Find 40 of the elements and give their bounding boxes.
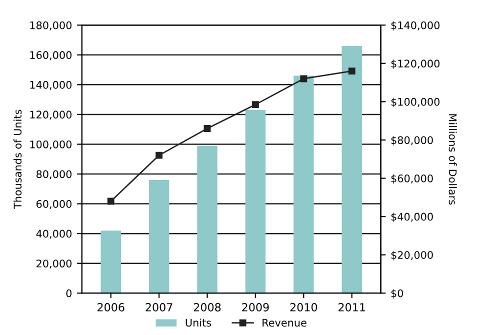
x-tick-label: 2011: [338, 303, 365, 312]
y2-tick-label: $60,000: [391, 174, 433, 184]
x-tick-label: 2006: [98, 303, 124, 312]
y2-tick-label: $120,000: [391, 59, 440, 69]
legend-label: Revenue: [262, 318, 306, 327]
x-tick-label: 2009: [242, 303, 269, 312]
point: [252, 101, 259, 108]
y-tick-label: 160,000: [30, 51, 72, 60]
y-tick-label: 80,000: [36, 170, 72, 180]
y-tick-label: 100,000: [30, 140, 72, 150]
point: [156, 152, 163, 159]
y-tick-label: 20,000: [36, 260, 72, 269]
y2-tick-label: $140,000: [391, 21, 440, 31]
x-tick-label: 2010: [290, 303, 318, 312]
y-tick-label: 40,000: [36, 230, 72, 239]
bar: [100, 230, 121, 294]
y-axis-title: Thousands of Units: [14, 110, 22, 209]
point: [204, 125, 211, 132]
bar: [294, 76, 314, 294]
y2-tick-label: $80,000: [391, 136, 433, 146]
y2-tick-label: $0: [391, 289, 404, 299]
bar: [245, 110, 266, 294]
point: [348, 68, 356, 75]
bar: [148, 180, 170, 294]
x-tick-label: 2007: [146, 303, 172, 312]
y-tick-label: 180,000: [30, 21, 72, 30]
y-tick-label: 0: [66, 289, 72, 298]
y2-axis-title: Millions of Dollars: [448, 114, 457, 205]
bar: [197, 146, 218, 294]
y2-tick-label: $40,000: [391, 212, 433, 222]
point: [300, 75, 308, 82]
x-tick-label: 2008: [194, 303, 221, 312]
y2-tick-label: $20,000: [391, 250, 433, 260]
legend-label: Units: [186, 318, 212, 327]
y2-tick-label: $100,000: [391, 98, 440, 108]
point: [107, 198, 114, 205]
y-tick-label: 120,000: [30, 110, 72, 120]
bar: [342, 46, 362, 294]
y-tick-label: 60,000: [36, 200, 72, 209]
y-tick-label: 140,000: [30, 80, 72, 90]
